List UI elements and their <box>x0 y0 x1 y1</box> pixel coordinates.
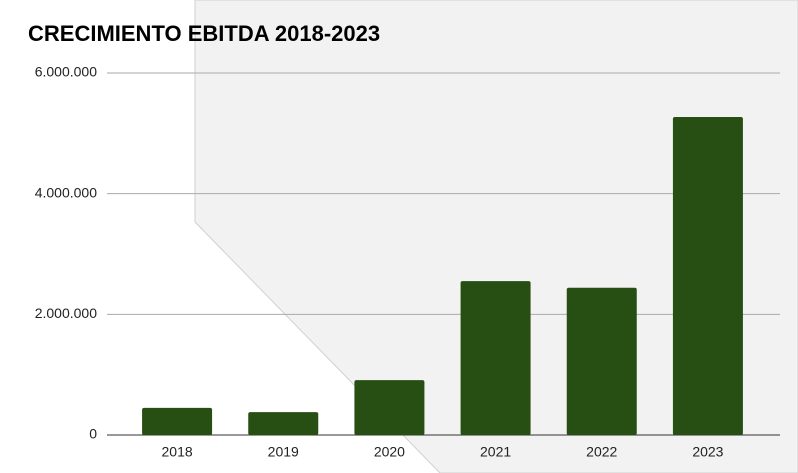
x-tick-label: 2023 <box>692 444 723 460</box>
y-tick-label: 0 <box>89 426 97 442</box>
bar <box>460 281 531 435</box>
chart-title: CRECIMIENTO EBITDA 2018-2023 <box>28 21 380 46</box>
bar <box>354 380 425 435</box>
x-tick-label: 2018 <box>162 444 193 460</box>
y-tick-label: 6.000.000 <box>35 64 97 80</box>
y-tick-label: 2.000.000 <box>35 305 97 321</box>
x-tick-label: 2019 <box>268 444 299 460</box>
x-tick-label: 2022 <box>586 444 617 460</box>
bar <box>566 287 637 435</box>
bar <box>142 407 213 435</box>
x-tick-label: 2021 <box>480 444 511 460</box>
bar <box>248 412 319 435</box>
bar <box>672 117 743 435</box>
y-tick-label: 4.000.000 <box>35 184 97 200</box>
background-shape <box>194 0 798 473</box>
x-tick-label: 2020 <box>374 444 405 460</box>
